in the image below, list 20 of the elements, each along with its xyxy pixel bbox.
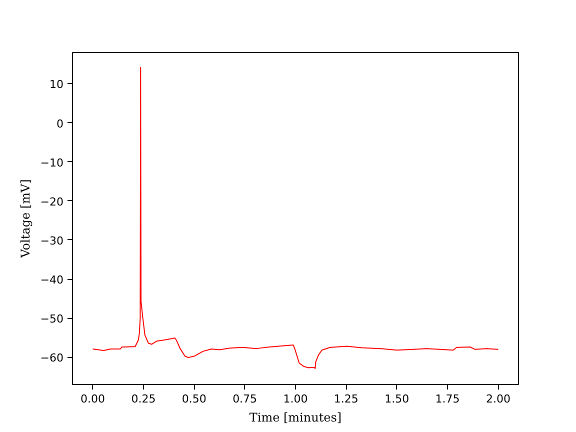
x-tick-label: 0.75: [232, 392, 258, 406]
y-tick-label: −20: [40, 195, 64, 208]
x-axis-title: Time [minutes]: [249, 410, 342, 424]
y-tick-label: −60: [40, 352, 64, 365]
x-tick-label: 1.00: [283, 392, 308, 406]
y-tick-label: −10: [40, 156, 64, 170]
y-tick-label: −40: [40, 274, 64, 287]
y-tick-label: −50: [40, 312, 64, 326]
y-tick-label: 10: [50, 78, 64, 92]
y-axis-title: Voltage [mV]: [18, 179, 32, 259]
x-tick-label: 0.25: [131, 392, 156, 406]
y-tick-label: −30: [40, 234, 64, 248]
x-tick-label: 1.50: [384, 392, 410, 406]
y-tick-label: 0: [56, 117, 64, 130]
x-tick-label: 0.00: [80, 392, 106, 406]
x-tick-label: 1.25: [334, 392, 358, 406]
x-tick-label: 0.50: [182, 392, 206, 406]
x-tick-label: 1.75: [435, 392, 460, 406]
x-tick-label: 2.00: [486, 392, 510, 406]
line-series: [92, 66, 499, 369]
